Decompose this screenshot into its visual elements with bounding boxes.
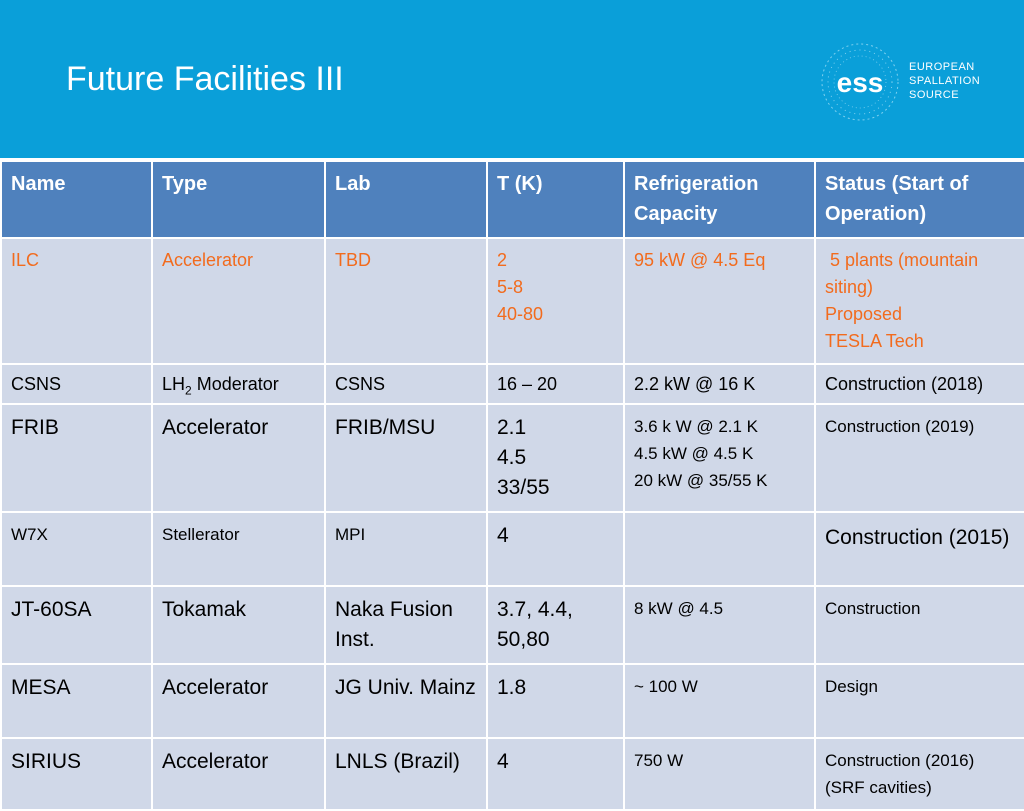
cell-refrigeration: 8 kW @ 4.5: [623, 585, 816, 665]
temperature-value: 2.1: [497, 416, 527, 439]
table-row-w7x: W7X Stellerator MPI 4 Construction (2015…: [0, 511, 1024, 587]
type-subscript: 2: [185, 383, 192, 398]
cell-lab: JG Univ. Mainz: [324, 663, 488, 739]
cell-type: Tokamak: [151, 585, 326, 665]
cell-name: W7X: [0, 511, 153, 587]
cell-refrigeration: ~ 100 W: [623, 663, 816, 739]
logo-line: SOURCE: [909, 89, 960, 101]
type-prefix: LH: [162, 374, 186, 394]
cell-refrigeration: 750 W: [623, 737, 816, 811]
temperature-value: 33/55: [497, 476, 550, 499]
column-header-temperature: T (K): [486, 160, 625, 239]
ess-logo: ess EUROPEAN SPALLATION SOURCE: [818, 40, 998, 128]
cell-temperature: 2.1 4.5 33/55: [486, 403, 625, 513]
type-suffix: Moderator: [191, 374, 279, 394]
cell-temperature: 16 – 20: [486, 363, 625, 405]
cell-type: LH2 Moderator: [151, 363, 326, 405]
column-header-name: Name: [0, 160, 153, 239]
cell-temperature: 3.7, 4.4, 50,80: [486, 585, 625, 665]
table-row-sirius: SIRIUS Accelerator LNLS (Brazil) 4 750 W…: [0, 737, 1024, 811]
temperature-value: 2: [497, 250, 508, 270]
title-band: Future Facilities III ess EUROPEAN SPALL…: [0, 0, 1024, 158]
status-line: 5 plants (mountain siting): [825, 250, 984, 297]
cell-type: Accelerator: [151, 663, 326, 739]
cell-status: Construction: [814, 585, 1024, 665]
refrigeration-value: 3.6 k W @ 2.1 K: [634, 417, 759, 436]
cell-status: Construction (2015): [814, 511, 1024, 587]
cell-lab: CSNS: [324, 363, 488, 405]
cell-refrigeration: [623, 511, 816, 587]
table-row-csns: CSNS LH2 Moderator CSNS 16 – 20 2.2 kW @…: [0, 363, 1024, 405]
slide-title: Future Facilities III: [66, 60, 344, 98]
status-line: TESLA Tech: [825, 331, 924, 351]
cell-name: ILC: [0, 237, 153, 365]
cell-temperature: 1.8: [486, 663, 625, 739]
cell-type: Accelerator: [151, 237, 326, 365]
table-row-ilc: ILC Accelerator TBD 2 5-8 40-80 95 kW @ …: [0, 237, 1024, 365]
temperature-value: 40-80: [497, 304, 544, 324]
logo-line: EUROPEAN: [909, 61, 975, 73]
cell-lab: FRIB/MSU: [324, 403, 488, 513]
table-row-jt-60sa: JT-60SA Tokamak Naka Fusion Inst. 3.7, 4…: [0, 585, 1024, 665]
status-line: Proposed: [825, 304, 903, 324]
cell-type: Stellerator: [151, 511, 326, 587]
temperature-value: 4.5: [497, 446, 527, 469]
refrigeration-value: 4.5 kW @ 4.5 K: [634, 444, 754, 463]
cell-lab: Naka Fusion Inst.: [324, 585, 488, 665]
facilities-table: Name Type Lab T (K) Refrigeration Capaci…: [0, 160, 1024, 811]
ess-logo-letters: ess: [837, 67, 884, 98]
cell-refrigeration: 3.6 k W @ 2.1 K 4.5 kW @ 4.5 K 20 kW @ 3…: [623, 403, 816, 513]
column-header-status: Status (Start of Operation): [814, 160, 1024, 239]
cell-temperature: 4: [486, 511, 625, 587]
cell-name: FRIB: [0, 403, 153, 513]
temperature-value: 5-8: [497, 277, 524, 297]
table-row-mesa: MESA Accelerator JG Univ. Mainz 1.8 ~ 10…: [0, 663, 1024, 739]
cell-status: Design: [814, 663, 1024, 739]
column-header-lab: Lab: [324, 160, 488, 239]
column-header-refrigeration: Refrigeration Capacity: [623, 160, 816, 239]
cell-name: CSNS: [0, 363, 153, 405]
cell-lab: TBD: [324, 237, 488, 365]
cell-lab: LNLS (Brazil): [324, 737, 488, 811]
cell-type: Accelerator: [151, 737, 326, 811]
cell-name: MESA: [0, 663, 153, 739]
cell-type: Accelerator: [151, 403, 326, 513]
cell-status: Construction (2018): [814, 363, 1024, 405]
table-row-frib: FRIB Accelerator FRIB/MSU 2.1 4.5 33/55 …: [0, 403, 1024, 513]
logo-line: SPALLATION: [909, 75, 981, 87]
cell-status: Construction (2019): [814, 403, 1024, 513]
cell-temperature: 2 5-8 40-80: [486, 237, 625, 365]
refrigeration-value: 20 kW @ 35/55 K: [634, 471, 768, 490]
ess-logo-mark: ess: [821, 43, 899, 121]
cell-refrigeration: 2.2 kW @ 16 K: [623, 363, 816, 405]
cell-name: JT-60SA: [0, 585, 153, 665]
ess-logo-text: EUROPEAN SPALLATION SOURCE: [909, 60, 980, 102]
table-header-row: Name Type Lab T (K) Refrigeration Capaci…: [0, 160, 1024, 239]
column-header-type: Type: [151, 160, 326, 239]
cell-status: Construction (2016) (SRF cavities): [814, 737, 1024, 811]
cell-lab: MPI: [324, 511, 488, 587]
cell-status: 5 plants (mountain siting) Proposed TESL…: [814, 237, 1024, 365]
cell-name: SIRIUS: [0, 737, 153, 811]
cell-refrigeration: 95 kW @ 4.5 Eq: [623, 237, 816, 365]
cell-temperature: 4: [486, 737, 625, 811]
